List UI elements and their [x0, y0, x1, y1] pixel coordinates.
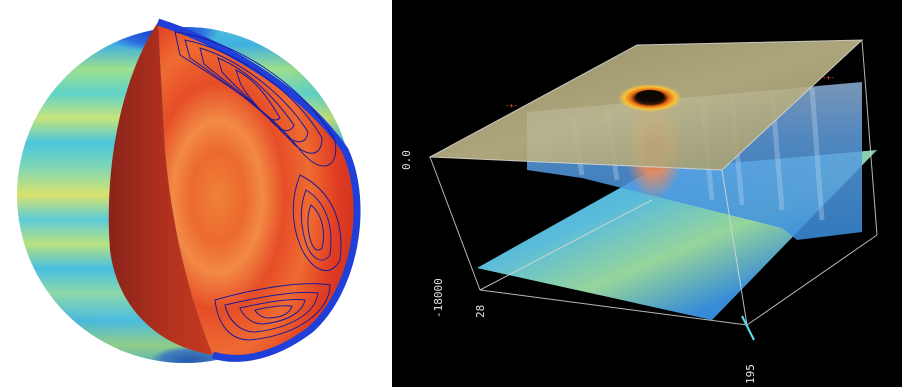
sphere-cutaway-panel: [0, 0, 392, 387]
corner-b-label: 195: [744, 364, 757, 384]
bottom-depth-label: -18000: [432, 278, 445, 318]
svg-text:-+-: -+-: [505, 102, 518, 110]
svg-text:-+-: -+-: [822, 74, 835, 82]
sphere-cutaway-icon: [17, 18, 361, 363]
volume-slices-icon: -+- -+- 0.0 -18000 28 195: [400, 39, 878, 384]
volume-slices-panel: -+- -+- 0.0 -18000 28 195: [392, 0, 902, 387]
corner-a-label: 28: [474, 305, 487, 318]
top-depth-label: 0.0: [400, 150, 413, 170]
